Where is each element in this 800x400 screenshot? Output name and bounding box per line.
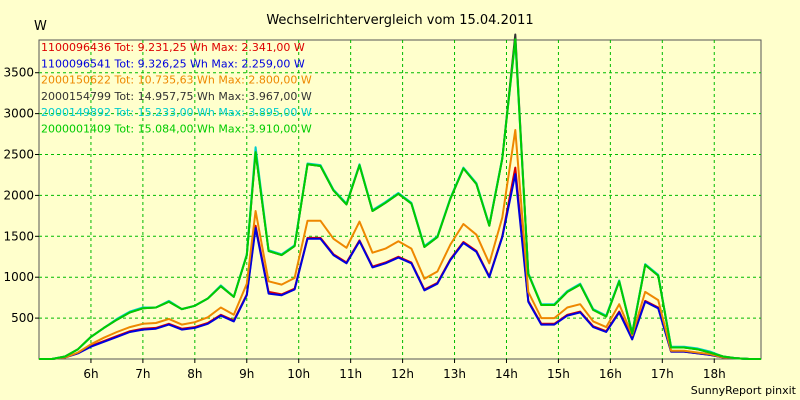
grid-lines	[39, 40, 761, 359]
y-tick-label: 2500	[3, 148, 34, 162]
legend-entry-2000001409: 2000001409 Tot: 15.084,00 Wh Max: 3.910,…	[41, 123, 312, 136]
x-tick-label: 11h	[339, 367, 362, 381]
x-tick-label: 18h	[703, 367, 726, 381]
x-axis-ticks: 6h 7h 8h 9h 10h 11h 12h 13h 14h 15h 16h 17h 18h	[83, 359, 726, 381]
footer-credit: SunnyReport pinxit	[691, 384, 797, 397]
chart-title: Wechselrichtervergleich vom 15.04.2011	[266, 13, 533, 28]
x-tick-label: 17h	[651, 367, 674, 381]
legend-entry-1100096436: 1100096436 Tot: 9.231,25 Wh Max: 2.341,0…	[41, 41, 305, 54]
series-line-2000150622	[39, 129, 761, 360]
x-tick-label: 15h	[547, 367, 570, 381]
x-tick-label: 7h	[135, 367, 150, 381]
x-tick-label: 10h	[287, 367, 310, 381]
y-tick-label: 3000	[3, 107, 34, 121]
y-tick-label: 1500	[3, 229, 34, 243]
legend-entry-2000149892: 2000149892 Tot: 15.233,00 Wh Max: 3.895,…	[41, 106, 312, 119]
y-tick-label: 500	[11, 311, 34, 325]
x-tick-label: 8h	[187, 367, 202, 381]
legend: 1100096436 Tot: 9.231,25 Wh Max: 2.341,0…	[41, 41, 312, 136]
y-tick-label: 1000	[3, 270, 34, 284]
legend-entry-2000150622: 2000150622 Tot: 10.735,63 Wh Max: 2.800,…	[41, 74, 312, 87]
legend-entry-1100096541: 1100096541 Tot: 9.326,25 Wh Max: 2.259,0…	[41, 57, 305, 70]
x-tick-label: 14h	[495, 367, 518, 381]
y-tick-label: 2000	[3, 188, 34, 202]
x-tick-label: 6h	[83, 367, 98, 381]
x-tick-label: 16h	[599, 367, 622, 381]
x-tick-label: 13h	[443, 367, 466, 381]
x-tick-label: 12h	[391, 367, 414, 381]
y-axis-unit-label: W	[34, 19, 47, 34]
x-tick-label: 9h	[239, 367, 254, 381]
y-tick-label: 3500	[3, 66, 34, 80]
legend-entry-2000154799: 2000154799 Tot: 14.957,75 Wh Max: 3.967,…	[41, 90, 312, 103]
y-axis-ticks: 500 1000 1500 2000 2500 3000 3500	[3, 66, 39, 325]
series-line-1100096541	[39, 173, 761, 360]
series-lines	[39, 33, 761, 360]
series-line-2000001409	[39, 38, 761, 360]
plot-area	[38, 39, 762, 360]
